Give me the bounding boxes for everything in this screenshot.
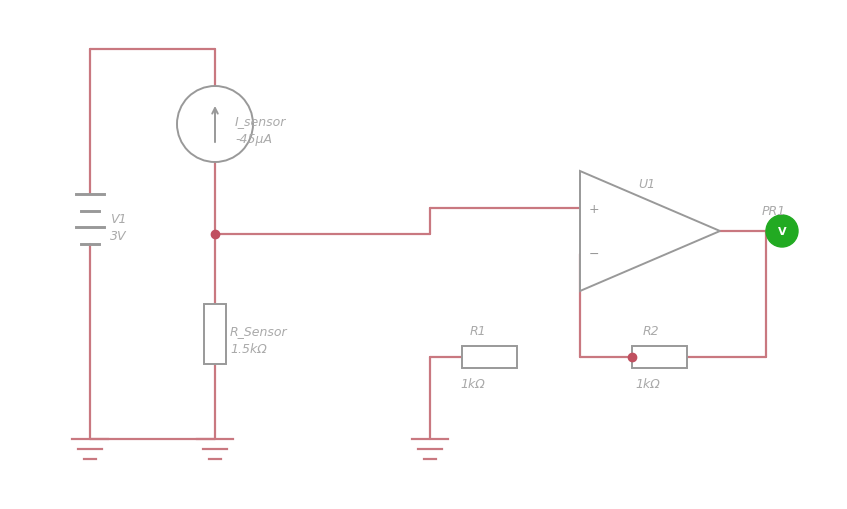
Circle shape — [177, 87, 253, 163]
Text: 1kΩ: 1kΩ — [635, 377, 660, 390]
Text: V: V — [778, 227, 786, 237]
Text: -45μA: -45μA — [235, 133, 272, 146]
Text: R2: R2 — [643, 324, 660, 337]
Bar — [462, 346, 518, 369]
Text: 1.5kΩ: 1.5kΩ — [230, 343, 267, 355]
Bar — [204, 304, 226, 364]
Text: V1: V1 — [110, 213, 126, 225]
Text: 3V: 3V — [110, 230, 126, 242]
Text: PR1: PR1 — [762, 205, 786, 217]
Circle shape — [766, 216, 798, 247]
Bar — [633, 346, 688, 369]
Text: I_sensor: I_sensor — [235, 115, 286, 128]
Text: −: − — [589, 248, 599, 261]
Polygon shape — [580, 172, 720, 292]
Text: 1kΩ: 1kΩ — [460, 377, 484, 390]
Text: R_Sensor: R_Sensor — [230, 324, 288, 337]
Text: U1: U1 — [638, 178, 655, 191]
Text: +: + — [589, 202, 600, 215]
Text: R1: R1 — [470, 324, 487, 337]
